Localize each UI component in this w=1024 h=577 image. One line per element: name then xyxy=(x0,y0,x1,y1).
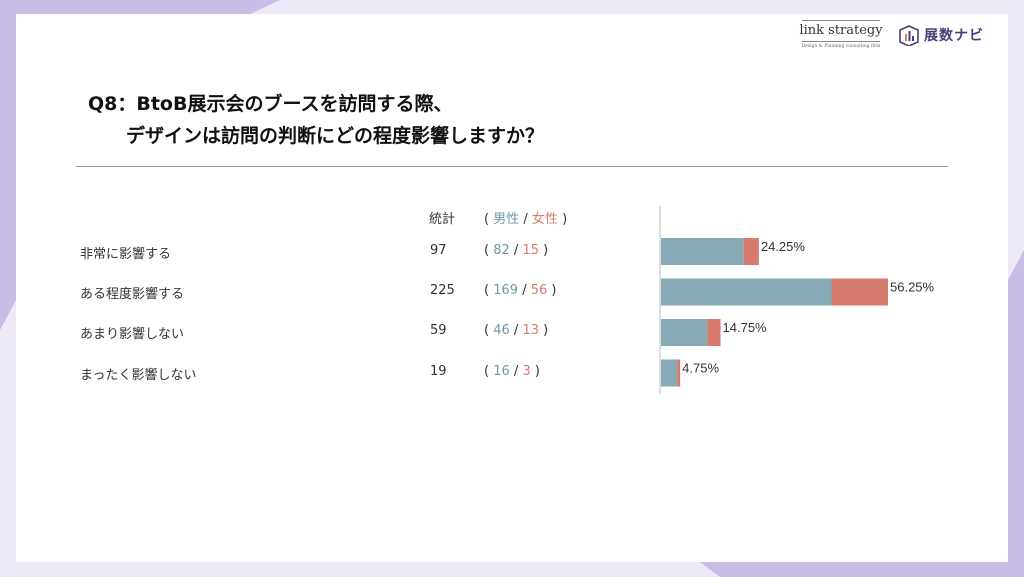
row-gender-split: ( 82 / 15 ) xyxy=(484,243,549,258)
bar-female-2 xyxy=(707,319,721,346)
row-female-count: 15 xyxy=(522,243,539,258)
row-total: 225 xyxy=(430,283,455,298)
slide-card: link strategy Design & Planning consulti… xyxy=(16,14,1008,562)
paren-open: ( xyxy=(484,212,490,227)
question-line-2: デザインは訪問の判断にどの程度影響しますか？ xyxy=(126,125,545,147)
slash: / xyxy=(523,212,528,227)
question-line-1: Q8：BtoB展示会のブースを訪問する際、 xyxy=(88,93,453,115)
tenji-navi-text: 展数ナビ xyxy=(924,28,984,44)
row-male-count: 169 xyxy=(493,283,519,298)
gender-header: ( 男性 / 女性 ) xyxy=(484,208,567,227)
link-strategy-logo: link strategy Design & Planning consulti… xyxy=(798,20,884,49)
row-total: 19 xyxy=(430,364,447,379)
row-male-count: 16 xyxy=(493,364,510,379)
female-header: 女性 xyxy=(531,212,558,227)
row-total: 59 xyxy=(430,323,447,338)
bar-male-1 xyxy=(661,278,832,306)
row-female-count: 3 xyxy=(522,364,531,379)
bar-female-3 xyxy=(677,359,681,387)
question-title: Q8：BtoB展示会のブースを訪問する際、 デザインは訪問の判断にどの程度影響し… xyxy=(88,88,544,152)
row-gender-split: ( 16 / 3 ) xyxy=(484,364,540,379)
row-male-count: 82 xyxy=(493,243,510,258)
bar-data-label-3: 4.75% xyxy=(682,361,719,376)
bar-female-1 xyxy=(831,278,888,306)
row-label: ある程度影響する xyxy=(80,287,185,302)
row-male-count: 46 xyxy=(493,323,510,338)
link-strategy-name: link strategy xyxy=(799,23,883,38)
bar-data-label-1: 56.25% xyxy=(890,280,935,295)
bar-data-label-0: 24.25% xyxy=(761,239,806,254)
bar-female-0 xyxy=(743,238,759,265)
row-female-count: 13 xyxy=(522,323,539,338)
row-label: 非常に影響する xyxy=(80,247,172,262)
link-strategy-tagline: Design & Planning consulting firm xyxy=(801,44,881,49)
paren-close: ) xyxy=(562,212,568,227)
row-gender-split: ( 46 / 13 ) xyxy=(484,323,549,338)
row-label: まったく影響しない xyxy=(80,368,197,383)
row-female-count: 56 xyxy=(530,283,548,298)
male-header: 男性 xyxy=(493,212,520,227)
tenji-navi-mark-icon xyxy=(899,25,919,46)
title-divider xyxy=(76,166,948,167)
row-total: 97 xyxy=(430,243,447,258)
stacked-bar-chart: 24.25% 56.25% 14.75% 4.75% xyxy=(659,206,935,394)
bar-data-label-2: 14.75% xyxy=(723,320,768,335)
row-gender-split: ( 169 / 56 ) xyxy=(484,283,557,298)
bar-male-0 xyxy=(661,238,744,265)
tenji-navi-logo: 展数ナビ xyxy=(898,24,984,46)
bar-male-3 xyxy=(661,359,678,387)
bar-male-2 xyxy=(661,319,708,346)
row-label: あまり影響しない xyxy=(80,327,185,342)
total-header: 統計 xyxy=(429,212,456,227)
